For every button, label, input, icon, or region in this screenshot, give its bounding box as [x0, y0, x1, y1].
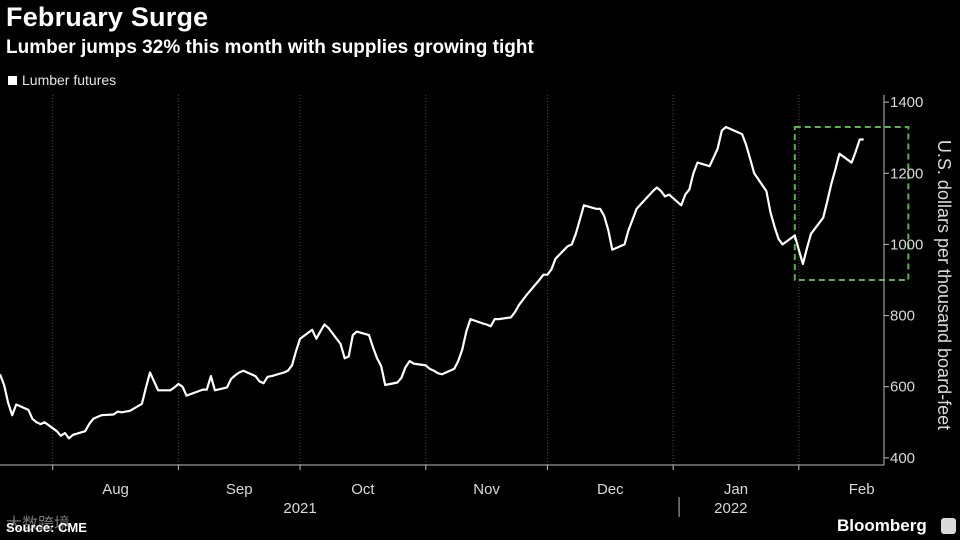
x-tick-label: Oct	[351, 481, 375, 498]
y-tick-label: 1000	[890, 236, 923, 253]
legend: Lumber futures	[8, 72, 116, 88]
y-tick-label: 800	[890, 308, 915, 325]
bloomberg-badge-icon	[941, 518, 956, 534]
series-line	[0, 125, 864, 440]
source-note: Source: CME	[6, 520, 87, 535]
y-tick-label: 1200	[890, 165, 923, 182]
legend-swatch	[8, 75, 17, 85]
highlight-box	[793, 126, 910, 282]
y-axis-title: U.S. dollars per thousand board-feet	[934, 140, 954, 430]
x-tick-label: Aug	[102, 481, 129, 498]
y-tick-label: 1400	[890, 94, 923, 111]
watermark: 大数跨境	[6, 516, 71, 533]
chart-subtitle: Lumber jumps 32% this month with supplie…	[6, 37, 534, 58]
x-tick-label: Sep	[226, 481, 253, 498]
legend-label: Lumber futures	[22, 72, 117, 88]
y-tick-label: 600	[890, 379, 915, 396]
x-tick-label: Dec	[597, 481, 624, 498]
x-tick-label: Feb	[849, 481, 875, 498]
chart-title: February Surge	[6, 2, 209, 32]
x-tick-label: Jan	[724, 481, 748, 498]
x-year-label: 2021	[283, 500, 316, 517]
x-tick-label: Nov	[473, 481, 500, 498]
x-year-label: 2022	[714, 500, 747, 517]
bloomberg-logo: Bloomberg	[837, 516, 927, 535]
y-tick-label: 400	[890, 450, 915, 467]
